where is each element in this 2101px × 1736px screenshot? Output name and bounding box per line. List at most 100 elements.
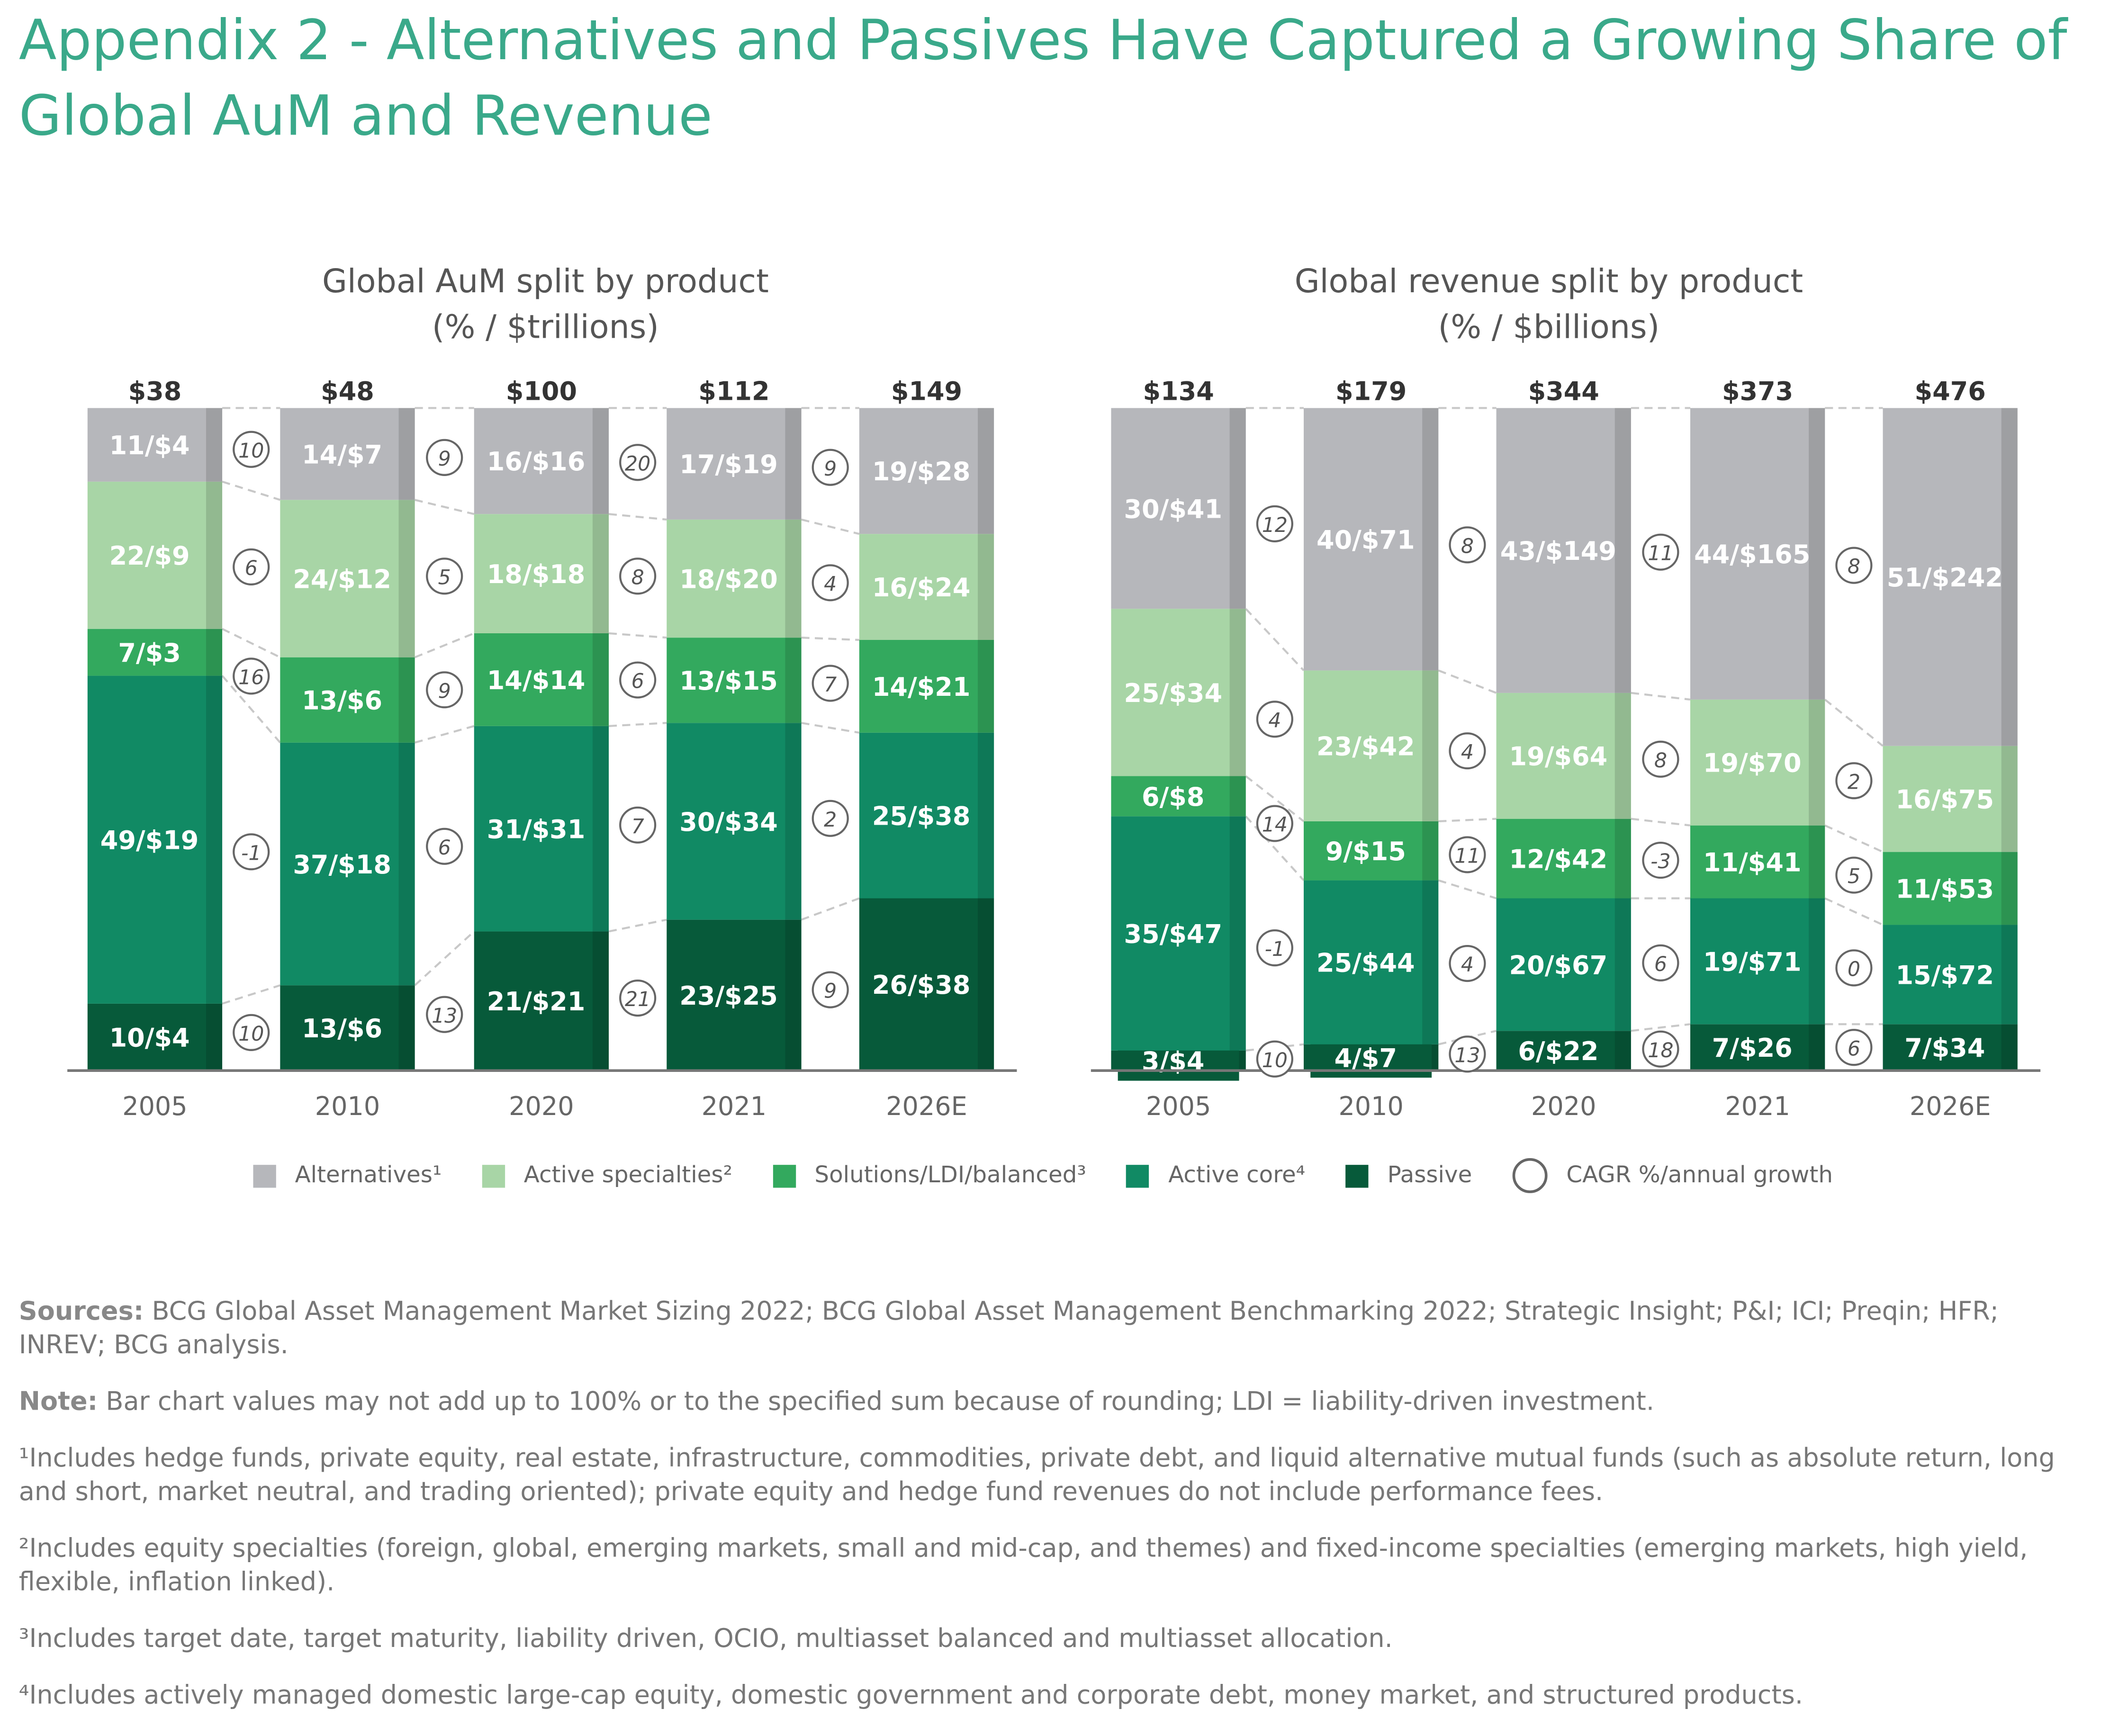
connector-line	[1245, 775, 1305, 822]
cagr-value: 8	[631, 566, 644, 589]
cagr-value: 6	[631, 670, 644, 693]
cagr-circle	[619, 980, 657, 1017]
bar-segment-shade	[1422, 408, 1439, 671]
note-text: Bar chart values may not add up to 100% …	[106, 1387, 1655, 1417]
bar-segment	[87, 408, 223, 482]
cagr-value: 14	[1262, 813, 1288, 837]
bar-segment	[280, 985, 415, 1071]
bar-segment-shade	[2001, 1024, 2018, 1071]
bar-segment-label: 11/$4	[109, 431, 190, 460]
legend-item-alternatives: Alternatives¹	[253, 1158, 442, 1193]
bar-segment-shade	[1809, 1024, 1825, 1071]
connector-line	[608, 918, 667, 933]
cagr-value: 2	[824, 808, 837, 832]
cagr-value: 9	[824, 457, 837, 481]
cagr-circle	[1256, 805, 1293, 842]
x-tick-label: 2005	[1146, 1091, 1211, 1121]
bar-segment-label: 26/$38	[872, 970, 971, 1000]
cagr-value: 6	[1654, 953, 1667, 976]
connector-line	[1245, 608, 1305, 671]
bar-segment-label: 40/$71	[1317, 525, 1415, 555]
x-tick-label: 2010	[1338, 1091, 1403, 1121]
bar-segment	[474, 726, 609, 932]
note: Note: Bar chart values may not add up to…	[19, 1385, 2080, 1419]
bar-segment-shade	[1614, 1031, 1631, 1071]
bar-segment-shade	[398, 408, 415, 500]
bar-segment	[1883, 408, 2018, 746]
bar-segment-shade	[1809, 699, 1825, 826]
bar-segment	[859, 408, 994, 534]
legend-swatch	[1345, 1164, 1369, 1187]
cagr-circle	[1642, 944, 1679, 981]
bar-segment-label: 18/$18	[487, 559, 586, 589]
bar-segment-shade	[1614, 898, 1631, 1031]
bar-segment-label: 12/$42	[1509, 844, 1608, 874]
connector-line	[1824, 699, 1884, 747]
legend: Alternatives¹ Active specialties² Soluti…	[253, 1158, 1873, 1193]
bar-segment	[1304, 821, 1439, 881]
bar-segment	[1111, 776, 1246, 817]
footnote-3: ³Includes target date, target maturity, …	[18, 1624, 1393, 1654]
cagr-circle	[619, 806, 657, 844]
bar-segment	[1496, 1031, 1631, 1071]
bar-segment-shade	[1422, 821, 1439, 881]
bar-segment-shade	[785, 408, 802, 520]
bar-total-label: $373	[1722, 376, 1793, 406]
bar-segment-shade	[2001, 925, 2018, 1025]
connector-line	[221, 675, 281, 744]
cagr-value: 10	[238, 439, 264, 463]
bar-segment	[87, 675, 223, 1004]
bar-segment-label: 37/$18	[293, 850, 391, 880]
connector-line	[608, 513, 667, 521]
bar-segment	[1111, 816, 1246, 1051]
bar-segment-shade	[592, 931, 609, 1071]
bar-segment	[280, 742, 415, 986]
bar-segment-shade	[206, 408, 223, 482]
cagr-circle	[812, 564, 849, 602]
cagr-circle	[1256, 929, 1293, 967]
cagr-value: 2	[1848, 770, 1860, 794]
bar-total-label: $149	[891, 376, 962, 406]
bar-segment-label: 30/$41	[1124, 494, 1222, 524]
bar-segment-label: 19/$71	[1703, 947, 1802, 977]
bar-segment	[280, 500, 415, 657]
bar-total-label: $179	[1335, 376, 1407, 406]
cagr-circle	[1642, 841, 1679, 879]
bar-segment-shade	[592, 726, 609, 932]
page-title: Appendix 2 - Alternatives and Passives H…	[18, 8, 2067, 148]
bar-segment	[859, 639, 994, 733]
connector-line	[801, 722, 860, 734]
bar-segment-shade	[1229, 609, 1246, 776]
cagr-value: 10	[1262, 1049, 1288, 1072]
connector-line	[222, 480, 280, 501]
bar-segment-shade	[206, 1003, 223, 1071]
bar-total-label: $112	[698, 376, 769, 406]
bar-segment-shade	[1809, 825, 1825, 899]
bar-segment	[1883, 1024, 2018, 1071]
bar-segment-label: 9/$15	[1326, 837, 1406, 866]
cagr-circle	[426, 558, 463, 595]
legend-item-active-specialties: Active specialties²	[482, 1158, 732, 1193]
bar-segment-label: 7/$34	[1904, 1033, 1985, 1063]
bar-segment	[87, 1003, 223, 1071]
bar-segment	[1111, 609, 1246, 776]
bar-segment	[87, 629, 223, 676]
cagr-value: 11	[1454, 844, 1480, 868]
connector-line	[1438, 669, 1497, 694]
connector-line	[1631, 692, 1691, 701]
cagr-value: 8	[1848, 555, 1860, 579]
charts-svg: 10/$449/$197/$322/$911/$4$38200513/$637/…	[67, 376, 2041, 1121]
bar-segment-label: 30/$34	[679, 807, 778, 837]
bar-segment-label: 19/$64	[1509, 742, 1608, 772]
bar-segment-label: 25/$38	[872, 801, 971, 831]
cagr-value: 8	[1654, 749, 1667, 773]
bar-segment-label: 14/$21	[872, 672, 971, 702]
cagr-circle	[233, 833, 270, 871]
bar-segment-shade	[978, 732, 994, 899]
aum-chart: 10/$4 49/$19 7/$3 22/$9 11/$4 $38 2005 13/$6 37/…	[67, 376, 1017, 1121]
bar-segment-label: 44/$165	[1694, 540, 1810, 569]
bar-segment	[1883, 925, 2018, 1025]
bar-segment	[87, 481, 223, 629]
bar-segment-label: 16/$16	[487, 447, 586, 477]
connector-line	[801, 897, 860, 921]
